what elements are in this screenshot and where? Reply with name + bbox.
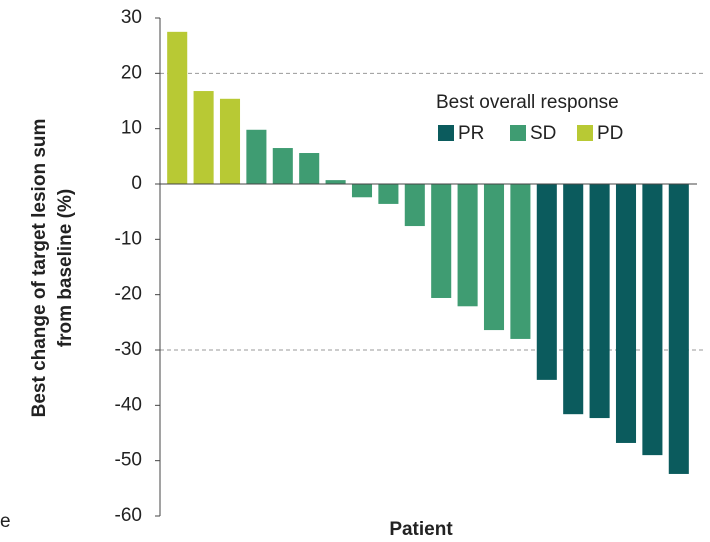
- bar: [589, 184, 610, 419]
- annotation: e: [0, 511, 11, 532]
- bar: [431, 184, 452, 298]
- y-tick-label: 30: [121, 7, 142, 28]
- legend-swatch: [577, 125, 593, 141]
- bar: [299, 153, 320, 184]
- bar: [404, 184, 425, 227]
- y-axis-label: Best change of target lesion sum: [29, 119, 50, 418]
- bar: [668, 184, 689, 474]
- legend-swatch: [438, 125, 454, 141]
- legend-label: SD: [530, 123, 556, 144]
- y-tick-label: -10: [115, 228, 142, 249]
- y-tick-label: -50: [115, 450, 142, 471]
- bar: [457, 184, 478, 307]
- bar: [483, 184, 505, 331]
- bar: [193, 91, 214, 184]
- bar: [642, 184, 663, 456]
- y-tick-label: -60: [115, 505, 142, 526]
- legend-label: PD: [597, 123, 623, 144]
- bar: [536, 184, 557, 380]
- y-tick-label: 20: [121, 62, 142, 83]
- bar: [351, 184, 373, 198]
- y-tick-label: 0: [131, 173, 142, 194]
- legend-swatch: [510, 125, 526, 141]
- x-axis-label: Patient: [389, 519, 453, 540]
- legend-title: Best overall response: [436, 92, 619, 113]
- y-axis-label: from baseline (%): [55, 189, 76, 347]
- bar: [325, 180, 346, 184]
- y-tick-label: -30: [115, 339, 142, 360]
- bar: [246, 129, 267, 184]
- bar: [378, 184, 399, 204]
- bar: [563, 184, 584, 415]
- y-tick-label: -20: [115, 284, 142, 305]
- legend-label: PR: [458, 123, 484, 144]
- bar: [219, 98, 241, 184]
- y-tick-label: -40: [115, 394, 142, 415]
- bar: [167, 31, 188, 185]
- bar: [272, 148, 293, 184]
- bar: [615, 184, 637, 443]
- y-tick-label: 10: [121, 118, 142, 139]
- bar: [510, 184, 531, 339]
